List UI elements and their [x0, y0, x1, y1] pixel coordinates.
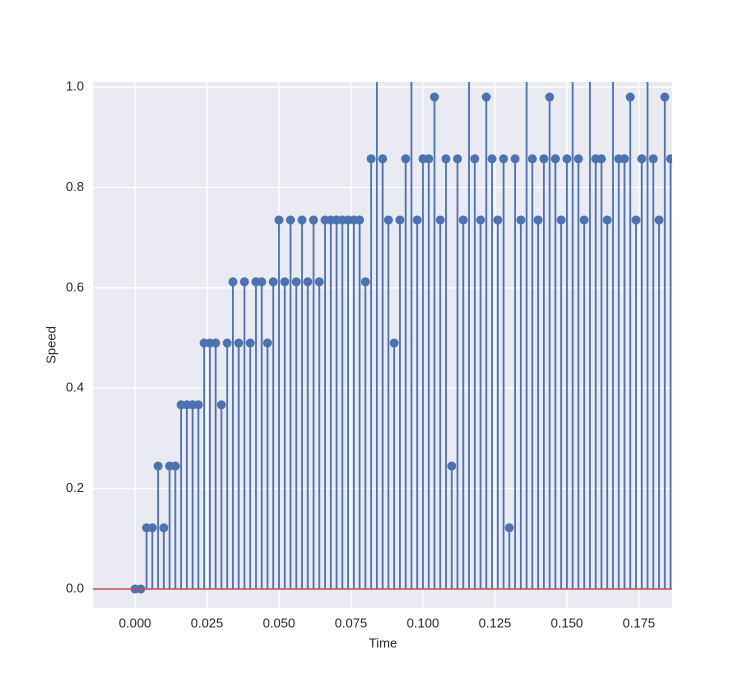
stem-marker: [280, 277, 290, 287]
stem-marker: [314, 277, 324, 287]
stem-marker: [360, 277, 370, 287]
stem-marker: [216, 400, 226, 410]
stem-marker: [643, 31, 652, 40]
stem-marker: [637, 154, 647, 164]
stem-marker: [262, 338, 272, 348]
stem-marker: [666, 154, 672, 164]
stem-marker: [274, 215, 284, 225]
stem-marker: [539, 154, 549, 164]
stem-marker: [619, 154, 629, 164]
stem-marker: [366, 154, 376, 164]
stem-marker: [211, 338, 221, 348]
stem-marker: [245, 338, 255, 348]
stem-marker: [429, 92, 439, 102]
y-tick-label: 0.6: [66, 279, 84, 294]
stem-marker: [401, 154, 411, 164]
stem-marker: [602, 215, 612, 225]
stem-marker: [424, 154, 434, 164]
stem-marker: [309, 215, 319, 225]
x-tick-label: 0.025: [191, 615, 224, 630]
stem-marker: [499, 154, 509, 164]
stem-marker: [556, 215, 566, 225]
stem-marker: [383, 215, 393, 225]
stem-marker: [516, 215, 526, 225]
stem-marker: [550, 154, 560, 164]
y-tick-label: 0.0: [66, 580, 84, 595]
stem-marker: [435, 215, 445, 225]
x-tick-label: 0.000: [119, 615, 152, 630]
stem-marker: [562, 154, 572, 164]
stem-marker: [458, 215, 468, 225]
stem-marker: [453, 154, 463, 164]
stem-marker: [389, 338, 399, 348]
stem-marker: [573, 154, 583, 164]
stem-marker: [378, 154, 388, 164]
stem-marker: [234, 338, 244, 348]
x-tick-label: 0.175: [623, 615, 656, 630]
stem-marker: [568, 31, 577, 40]
stem-marker: [625, 92, 635, 102]
stem-marker: [153, 461, 163, 471]
y-axis-label: Speed: [43, 326, 58, 364]
marks: [93, 31, 672, 594]
stem-marker: [481, 92, 491, 102]
stem-marker: [222, 338, 232, 348]
stem-marker: [660, 92, 670, 102]
stem-marker: [286, 215, 296, 225]
y-tick-label: 1.0: [66, 78, 84, 93]
stem-marker: [407, 31, 416, 40]
stem-marker: [510, 154, 520, 164]
stem-marker: [596, 154, 606, 164]
stem-marker: [303, 277, 313, 287]
stem-marker: [533, 215, 543, 225]
stem-marker: [412, 215, 422, 225]
stem-marker: [608, 31, 617, 40]
stem-marker: [493, 215, 503, 225]
x-tick-label: 0.150: [551, 615, 584, 630]
stem-marker: [487, 154, 497, 164]
stem-marker: [545, 92, 555, 102]
x-tick-label: 0.100: [407, 615, 440, 630]
stem-marker: [631, 215, 641, 225]
x-tick-label: 0.050: [263, 615, 296, 630]
stem-marker: [447, 461, 457, 471]
stem-marker: [228, 277, 238, 287]
stem-marker: [527, 154, 537, 164]
x-tick-label: 0.125: [479, 615, 512, 630]
stem-marker: [585, 31, 594, 40]
stem-marker: [239, 277, 249, 287]
stem-marker: [147, 523, 157, 533]
stem-marker: [504, 523, 514, 533]
stem-marker: [159, 523, 169, 533]
stem-marker: [291, 277, 301, 287]
stem-marker: [170, 461, 180, 471]
stem-marker: [579, 215, 589, 225]
y-tick-label: 0.2: [66, 480, 84, 495]
stem-marker: [268, 277, 278, 287]
y-tick-label: 0.8: [66, 179, 84, 194]
x-axis-label: Time: [369, 635, 397, 650]
stem-marker: [476, 215, 486, 225]
stem-marker: [355, 215, 365, 225]
stem-marker: [465, 31, 474, 40]
stem-marker: [654, 215, 664, 225]
stem-marker: [470, 154, 480, 164]
y-tick-label: 0.4: [66, 380, 84, 395]
stem-marker: [395, 215, 405, 225]
stem-marker: [648, 154, 658, 164]
stem-marker: [372, 31, 381, 40]
stem-marker: [441, 154, 451, 164]
stem-marker: [522, 31, 531, 40]
stem-marker: [297, 215, 307, 225]
stem-marker: [193, 400, 203, 410]
stem-marker: [257, 277, 267, 287]
x-tick-label: 0.075: [335, 615, 368, 630]
